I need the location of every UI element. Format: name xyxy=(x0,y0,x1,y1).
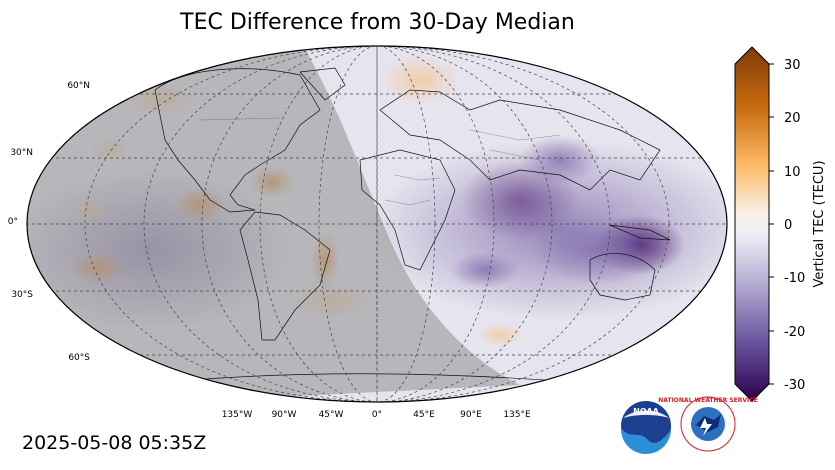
noaa-logo-text: NOAA xyxy=(633,407,659,416)
lon-label-0: 0° xyxy=(372,410,382,420)
lon-label-90w: 90°W xyxy=(272,410,297,420)
colorbar-tick-20: 20 xyxy=(784,111,801,126)
timestamp: 2025-05-08 05:35Z xyxy=(22,432,207,454)
colorbar-tick-30: 30 xyxy=(784,58,801,73)
colorbar-tick-10: 10 xyxy=(784,165,801,180)
map-outline xyxy=(26,45,728,403)
lat-label-60n: 60°N xyxy=(67,81,90,91)
colorbar-label: Vertical TEC (TECU) xyxy=(812,160,827,287)
colorbar-tick-neg20: -20 xyxy=(784,325,805,340)
graticule xyxy=(27,46,727,402)
lon-label-135e: 135°E xyxy=(503,410,531,420)
lat-label-30s: 30°S xyxy=(11,290,33,300)
colorbar-scale xyxy=(734,46,770,402)
lon-label-45e: 45°E xyxy=(413,410,435,420)
colorbar-tick-neg30: -30 xyxy=(784,378,805,393)
nws-logo: NATIONAL WEATHER SERVICE xyxy=(658,396,758,452)
lat-label-30n: 30°N xyxy=(10,148,33,158)
nws-logo-text: NATIONAL WEATHER SERVICE xyxy=(658,397,757,404)
colorbar-tick-neg10: -10 xyxy=(784,271,805,286)
night-shade xyxy=(27,46,520,402)
tec-field xyxy=(27,46,727,402)
map-title: TEC Difference from 30-Day Median xyxy=(180,10,575,35)
noaa-logo: NOAA xyxy=(620,401,671,455)
lon-label-90e: 90°E xyxy=(460,410,482,420)
colorbar: 30 20 10 0 -10 -20 -30 Vertical TEC (TEC… xyxy=(734,46,827,402)
colorbar-tick-0: 0 xyxy=(784,218,792,233)
lat-label-0: 0° xyxy=(8,217,18,227)
lon-label-45w: 45°W xyxy=(319,410,344,420)
lon-label-135w: 135°W xyxy=(222,410,253,420)
lat-label-60s: 60°S xyxy=(68,353,90,363)
